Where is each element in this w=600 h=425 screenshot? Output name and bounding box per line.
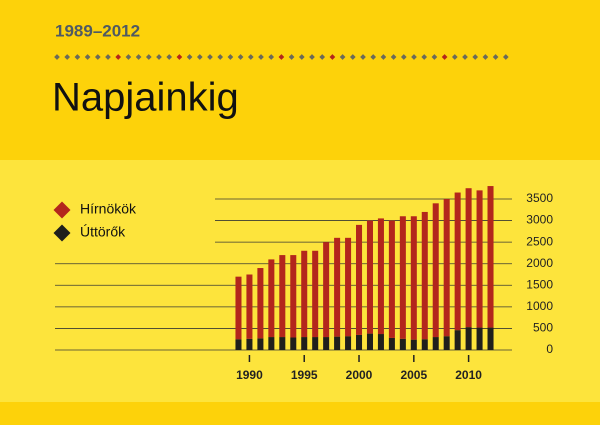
bar-segment: [268, 259, 275, 338]
bar-segment: [399, 338, 406, 350]
bar-segment: [410, 339, 417, 350]
bar-segment: [301, 250, 308, 338]
bar-segment: [312, 250, 319, 338]
bar-segment: [290, 337, 297, 350]
bar-segment: [454, 192, 461, 331]
bar-segment: [246, 338, 253, 350]
y-tick-label: 1000: [526, 299, 553, 313]
bar-segment: [476, 190, 483, 328]
bar-segment: [246, 274, 253, 339]
header-band: [0, 0, 600, 160]
bar-segment: [301, 337, 308, 350]
footer-band: [0, 402, 600, 425]
bar-segment: [388, 220, 395, 338]
bar-segment: [345, 336, 352, 350]
bar-segment: [377, 218, 384, 335]
bar-segment: [410, 216, 417, 340]
x-tick-label: 2010: [455, 368, 482, 382]
y-tick-label: 2000: [526, 256, 553, 270]
bar-segment: [388, 337, 395, 350]
y-tick-label: 3500: [526, 191, 553, 205]
bar-segment: [421, 211, 428, 340]
chart-subtitle: 1989–2012: [55, 21, 140, 40]
bar-segment: [377, 334, 384, 350]
bar-segment: [290, 255, 297, 338]
legend-label: Úttörők: [80, 224, 126, 240]
bar-segment: [334, 336, 341, 350]
bar-segment: [366, 333, 373, 350]
x-tick-label: 2005: [400, 368, 427, 382]
bar-segment: [487, 327, 494, 350]
x-tick-label: 1995: [291, 368, 318, 382]
bar-segment: [487, 186, 494, 328]
bar-segment: [279, 337, 286, 350]
bar-segment: [235, 339, 242, 350]
y-tick-label: 500: [533, 321, 553, 335]
x-tick-label: 2000: [346, 368, 373, 382]
bar-segment: [323, 242, 330, 338]
legend-label: Hírnökök: [80, 201, 137, 217]
bar-segment: [421, 339, 428, 350]
bar-segment: [356, 224, 363, 335]
bar-segment: [268, 337, 275, 350]
bar-segment: [257, 268, 264, 339]
bar-segment: [399, 216, 406, 339]
bar-segment: [279, 255, 286, 338]
bar-segment: [366, 220, 373, 334]
bar-segment: [323, 337, 330, 350]
bar-segment: [476, 327, 483, 350]
divider-diamond: [125, 54, 132, 60]
y-tick-label: 2500: [526, 234, 553, 248]
bar-segment: [235, 276, 242, 340]
bar-segment: [312, 337, 319, 350]
y-tick-label: 1500: [526, 277, 553, 291]
bar-segment: [356, 334, 363, 350]
bar-segment: [257, 338, 264, 350]
y-tick-label: 0: [546, 342, 553, 356]
y-tick-label: 3000: [526, 213, 553, 227]
bar-segment: [443, 336, 450, 350]
bar-segment: [432, 337, 439, 350]
x-tick-label: 1990: [236, 368, 263, 382]
bar-segment: [432, 203, 439, 338]
bar-segment: [465, 188, 472, 328]
chart-title: Napjainkig: [52, 76, 239, 120]
bar-segment: [465, 327, 472, 350]
bar-segment: [443, 199, 450, 337]
bar-segment: [345, 237, 352, 337]
bar-segment: [334, 237, 341, 337]
bar-segment: [454, 330, 461, 350]
